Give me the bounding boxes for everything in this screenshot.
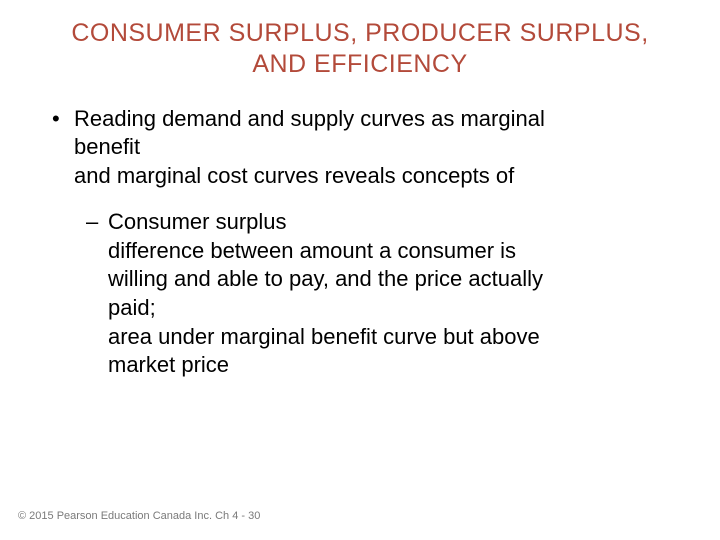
title-line-2: AND EFFICIENCY [252,50,467,78]
subbullet-text-line: Consumer surplus [108,208,680,237]
slide-title: CONSUMER SURPLUS, PRODUCER SURPLUS, AND … [0,0,720,81]
bullet-text-line: and marginal cost curves reveals concept… [74,162,680,191]
bullet-level-1: • Reading demand and supply curves as ma… [40,105,680,191]
subbullet-text-line: paid; [108,294,680,323]
subbullet-text-line: willing and able to pay, and the price a… [108,265,680,294]
copyright-footer: © 2015 Pearson Education Canada Inc. Ch … [18,510,260,522]
bullet-marker: • [52,105,60,134]
slide-body: • Reading demand and supply curves as ma… [0,81,720,380]
subbullet-text-line: area under marginal benefit curve but ab… [108,323,680,352]
subbullet-text-line: difference between amount a consumer is [108,237,680,266]
bullet-level-2: – Consumer surplus difference between am… [40,208,680,380]
subbullet-text-line: market price [108,351,680,380]
bullet-text-line: Reading demand and supply curves as marg… [74,105,680,134]
dash-marker: – [86,208,98,237]
bullet-text-line: benefit [74,133,680,162]
slide: CONSUMER SURPLUS, PRODUCER SURPLUS, AND … [0,0,720,540]
title-line-1: CONSUMER SURPLUS, PRODUCER SURPLUS, [71,19,648,47]
